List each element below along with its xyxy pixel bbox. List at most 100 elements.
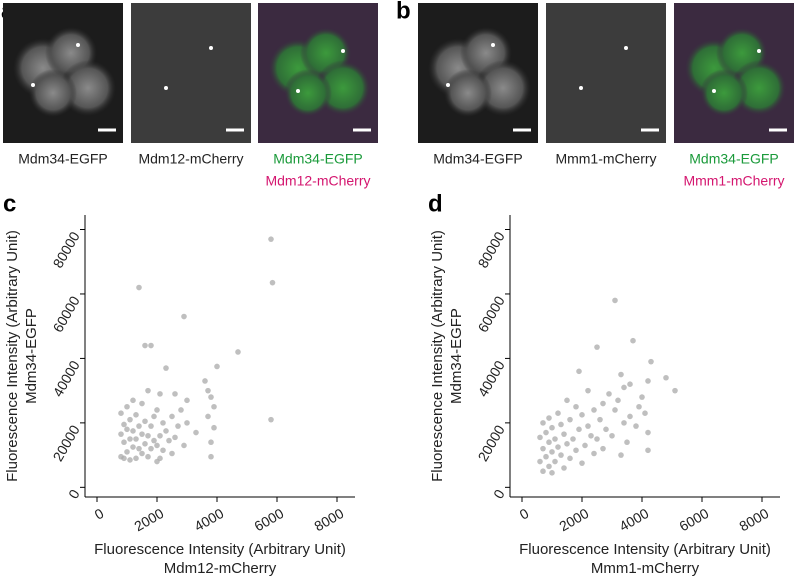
x-tick-label: 8000 [736, 505, 771, 535]
point [211, 403, 217, 410]
spot [76, 43, 80, 47]
point [163, 428, 169, 434]
point [600, 445, 606, 452]
y-axis-label: Fluorescence Intensity (Arbitrary Unit) [429, 230, 446, 482]
point [268, 416, 274, 423]
point [615, 397, 621, 404]
point [127, 416, 133, 423]
point [555, 444, 561, 450]
spot [31, 83, 35, 87]
point [591, 450, 597, 457]
point [211, 424, 217, 431]
point [118, 410, 124, 417]
point [133, 436, 139, 442]
spot [757, 49, 761, 53]
point [612, 297, 618, 304]
point [205, 387, 211, 394]
x-tick-label: 8000 [311, 505, 346, 535]
image-caption: Mdm34-EGFP [689, 151, 778, 167]
point [576, 368, 582, 375]
image-caption: Mdm12-mCherry [138, 151, 243, 167]
point [594, 436, 600, 442]
point [151, 413, 157, 420]
point [193, 429, 199, 436]
point [549, 449, 555, 455]
cell [700, 69, 748, 117]
point [175, 423, 181, 429]
point [148, 423, 154, 429]
point [609, 432, 615, 439]
point [130, 444, 136, 450]
point [537, 458, 543, 465]
image-caption: Mmm1-mCherry [683, 173, 784, 189]
point [127, 457, 133, 463]
point [205, 413, 211, 420]
point [663, 374, 669, 381]
point [552, 458, 558, 465]
point [139, 450, 145, 457]
point [573, 403, 579, 410]
point [594, 344, 600, 350]
point [145, 432, 151, 439]
point [121, 455, 127, 462]
y-tick-label: 80000 [49, 229, 82, 271]
x-axis-label: Fluorescence Intensity (Arbitrary Unit) [519, 541, 771, 558]
point [181, 442, 187, 449]
point [124, 449, 130, 455]
panel-label: c [3, 190, 16, 217]
point [142, 342, 148, 349]
point [546, 415, 552, 421]
point [552, 436, 558, 442]
point [130, 397, 136, 404]
point [208, 453, 214, 460]
point [567, 416, 573, 423]
point [133, 412, 139, 418]
point [621, 420, 627, 426]
point [561, 465, 567, 471]
spot [624, 46, 628, 50]
point [235, 349, 241, 355]
point [585, 387, 591, 394]
spot [712, 89, 716, 93]
cell [444, 69, 492, 117]
image-caption: Mmm1-mCherry [555, 151, 656, 167]
point [555, 410, 561, 417]
point [564, 397, 570, 404]
point [157, 432, 163, 439]
spot [296, 89, 300, 93]
point [269, 279, 276, 286]
x-tick-label: 2000 [131, 505, 166, 535]
point [645, 378, 651, 384]
spot [341, 49, 345, 53]
point [558, 452, 564, 458]
image-caption: Mdm34-EGFP [433, 151, 522, 167]
point [148, 445, 154, 452]
point [630, 337, 636, 344]
x-axis-label: Mmm1-mCherry [591, 560, 700, 577]
point [549, 470, 555, 476]
point [588, 432, 594, 439]
point [142, 418, 148, 425]
point [540, 420, 546, 426]
point [627, 413, 633, 420]
point [145, 387, 151, 394]
point [154, 407, 160, 413]
spot [579, 86, 583, 90]
point [612, 407, 618, 413]
y-tick-label: 0 [65, 487, 83, 502]
y-axis-label: Fluorescence Intensity (Arbitrary Unit) [4, 230, 21, 482]
point [160, 447, 166, 454]
point [600, 400, 606, 407]
image-caption: Mdm34-EGFP [18, 151, 107, 167]
y-tick-label: 20000 [474, 422, 507, 464]
point [154, 458, 160, 465]
point [585, 423, 591, 429]
x-tick-label: 2000 [556, 505, 591, 535]
point [633, 423, 639, 429]
point [208, 394, 214, 400]
y-tick-label: 60000 [474, 293, 507, 335]
point [157, 391, 163, 397]
point [576, 426, 582, 433]
point [540, 445, 546, 452]
point [139, 400, 145, 407]
